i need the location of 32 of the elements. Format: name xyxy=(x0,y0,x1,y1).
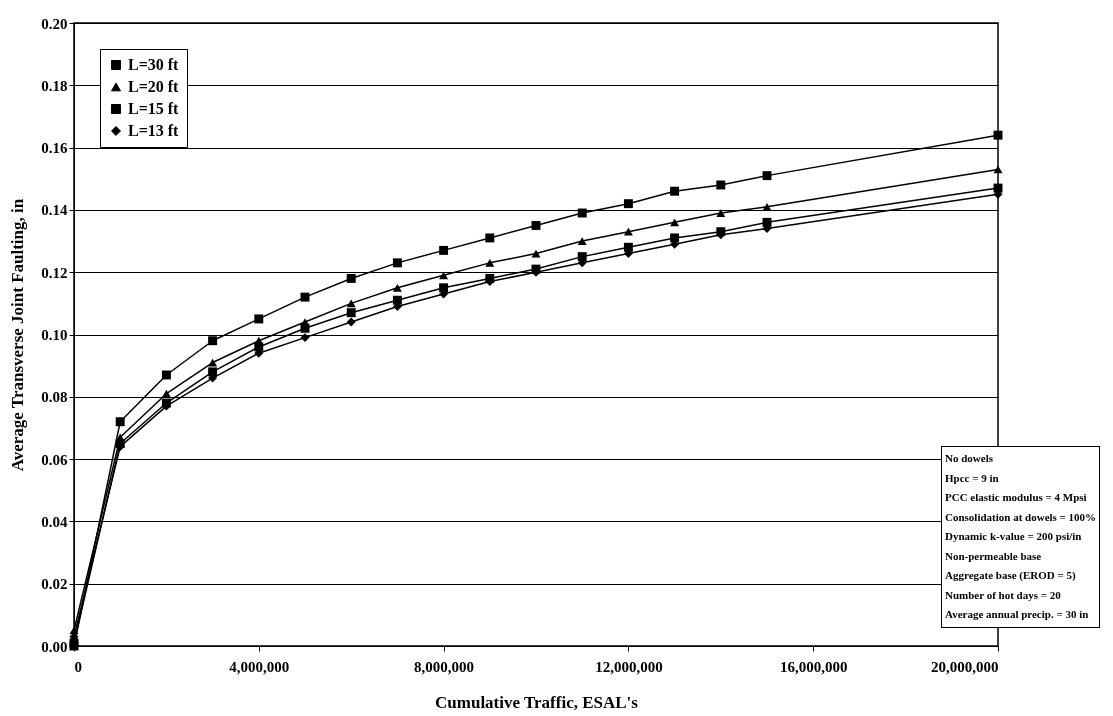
legend-label: L=20 ft xyxy=(128,78,180,95)
annotation: Aggregate base (EROD = 5) xyxy=(945,568,1077,583)
y-tick-label: 0.12 xyxy=(41,264,68,281)
x-tick-label: 8,000,000 xyxy=(414,658,475,675)
x-axis-title: Cumulative Traffic, ESAL's xyxy=(435,692,639,712)
annotation: Non-permeable base xyxy=(945,548,1043,564)
x-tick-label: 20,000,000 xyxy=(931,658,999,675)
x-tick-label: 0 xyxy=(74,658,82,675)
y-axis-title: Average Transverse Joint Faulting, in xyxy=(8,198,28,472)
annotation: Hpcc = 9 in xyxy=(945,470,1000,486)
annotation: Number of hot days = 20 xyxy=(945,587,1062,603)
y-tick-label: 0.20 xyxy=(41,15,68,32)
legend-label: L=15 ft xyxy=(128,100,180,117)
x-tick-label: 16,000,000 xyxy=(779,658,848,675)
legend-label: L=30 ft xyxy=(128,56,180,73)
legend-label: L=13 ft xyxy=(128,122,180,139)
y-tick-label: 0.08 xyxy=(41,389,68,406)
y-tick-label: 0.06 xyxy=(41,451,68,468)
annotation: Consolidation at dowels = 100% xyxy=(945,509,1097,525)
y-tick-label: 0.18 xyxy=(41,77,68,94)
annotation: Dynamic k-value = 200 psi/in xyxy=(945,529,1083,544)
y-tick-label: 0.10 xyxy=(41,327,68,343)
x-tick-label: 4,000,000 xyxy=(229,658,290,675)
y-tick-label: 0.04 xyxy=(41,513,68,530)
x-tick-label: 12,000,000 xyxy=(595,658,663,675)
annotation: PCC elastic modulus = 4 Mpsi xyxy=(945,490,1088,505)
y-tick-label: 0.00 xyxy=(41,638,68,655)
annotation: Average annual precip. = 30 in xyxy=(945,607,1090,622)
y-tick-label: 0.14 xyxy=(41,202,68,219)
annotation: No dowels xyxy=(945,451,994,466)
y-tick-label: 0.16 xyxy=(41,140,68,157)
y-tick-label: 0.02 xyxy=(41,576,68,593)
